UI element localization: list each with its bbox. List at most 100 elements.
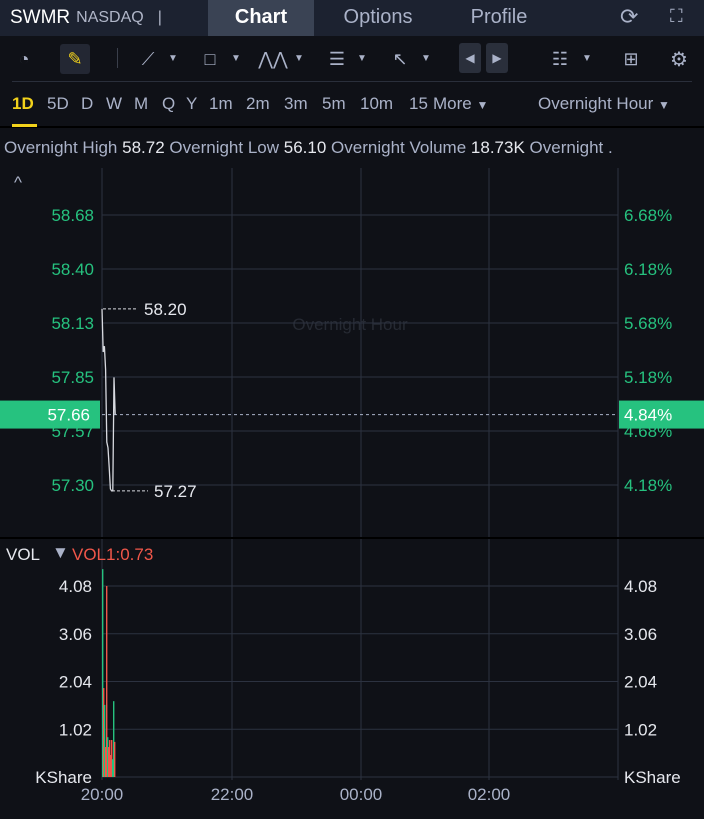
divider [12,81,692,82]
chevron-down-icon[interactable]: ▼ [357,53,367,64]
period-W[interactable]: W [106,94,123,113]
period-bar: 1D 5D D W M Q Y 1m 2m 3m 5m 10m 15 More ▼ Overnight Ho… [0,82,704,128]
text-tool-icon[interactable]: ☰ [328,48,346,69]
current-price: 57.66 [47,406,90,425]
price-tick: 57.30 [51,476,94,495]
percent-tick: 4.18% [624,476,672,495]
period-5m[interactable]: 5m [322,94,346,113]
price-tick: 58.40 [51,260,94,279]
price-tick: 57.85 [51,368,94,387]
current-pct: 4.84% [624,406,672,425]
volume-tick: 3.06 [59,625,92,644]
symbol: SWMR [10,7,71,28]
percent-tick: 6.18% [624,260,672,279]
volume-tick-right: 4.08 [624,577,657,596]
volume-bar [107,737,109,777]
volume-tick-right: 2.04 [624,673,657,692]
volume-tick: 4.08 [59,577,92,596]
chevron-down-icon[interactable]: ▼ [582,53,592,64]
active-period-indicator [12,124,37,127]
price-tick: 58.68 [51,206,94,225]
watermark: Overnight Hour [292,315,408,334]
time-tick: 20:00 [81,785,124,804]
divider [117,48,118,68]
tab-chart[interactable]: Chart [208,0,314,36]
separator: | [157,9,162,26]
volume-tick: 2.04 [59,673,92,692]
time-tick: 02:00 [468,785,511,804]
percent-tick: 5.68% [624,314,672,333]
time-tick: 22:00 [211,785,254,804]
gauge-icon[interactable]: ◔ [18,48,30,69]
period-Q[interactable]: Q [162,94,176,113]
volume-tick-right: 3.06 [624,625,657,644]
volume-title: VOL [6,545,40,564]
chevron-down-icon[interactable]: ▼ [168,53,178,64]
chevron-down-icon[interactable]: ▼ [421,53,431,64]
line-tool-icon[interactable]: ⟋ [141,48,155,69]
indicator-list-icon[interactable]: ☷ [551,48,569,69]
pattern-tool-icon[interactable]: ⋀⋀ [258,48,288,69]
volume-bar [106,586,108,777]
chevron-down-icon: ▼ [476,98,489,112]
exchange: NASDAQ [76,9,144,26]
scroll-left-icon[interactable]: ◀ [459,43,481,73]
volume-bar [110,754,112,777]
session-dropdown[interactable]: Overnight Hour ▼ [538,94,670,114]
volume-bar [113,701,115,777]
overnight-stats: Overnight High 58.72 Overnight Low 56.10… [4,138,613,158]
price-tick: 58.13 [51,314,94,333]
period-10m[interactable]: 10m [360,94,394,113]
draw-pencil-icon[interactable]: ✎ [60,44,90,74]
period-1D[interactable]: 1D [12,94,34,113]
volume-bar [108,747,110,777]
arrow-tool-icon[interactable]: ↖ [392,48,408,69]
high-label: Overnight High [4,138,118,157]
volume-tick: 1.02 [59,720,92,739]
refresh-icon[interactable]: ⟳ [620,4,639,29]
volume-bar [104,704,106,777]
tab-profile[interactable]: Profile [470,6,528,28]
chevron-down-icon: ▼ [658,98,670,112]
volume-bar [102,569,104,777]
scroll-right-icon[interactable]: ▶ [486,43,508,73]
period-D[interactable]: D [81,94,94,113]
volume-bar [105,747,107,777]
period-2m[interactable]: 2m [246,94,270,113]
period-3m[interactable]: 3m [284,94,308,113]
volume-bar [103,688,105,777]
price-line [101,308,116,492]
more-periods-dropdown[interactable]: More ▼ [433,94,488,114]
volume-label: Overnight Volume [331,138,467,157]
layout-grid-icon[interactable]: ⊞ [623,48,639,69]
settings-gear-icon[interactable]: ⚙ [670,48,688,71]
low-marker: 57.27 [154,482,197,501]
volume-bar [111,740,113,777]
period-5D[interactable]: 5D [47,94,69,113]
fullscreen-icon[interactable]: ⛶ [670,6,683,26]
rectangle-tool-icon[interactable]: □ [204,48,216,69]
volume-value: 18.73K [470,138,525,157]
volume-indicator: VOL1:0.73 [72,545,153,564]
collapse-icon: ^ [14,173,22,192]
volume-unit: KShare [35,768,92,787]
session-label: Overnight Hour [538,94,654,113]
chevron-down-icon[interactable]: ▼ [294,53,304,64]
low-value: 56.10 [283,138,327,157]
period-15[interactable]: 15 [409,94,428,113]
period-Y[interactable]: Y [186,94,198,113]
chevron-down-icon[interactable]: ▼ [231,53,241,64]
high-value: 58.72 [122,138,165,157]
volume-bar [109,740,111,777]
volume-bar [112,759,114,777]
more-label: More [433,94,472,113]
low-label: Overnight Low [169,138,280,157]
percent-tick: 5.18% [624,368,672,387]
volume-unit-right: KShare [624,768,681,787]
high-marker: 58.20 [144,300,187,319]
tab-options[interactable]: Options [343,6,413,28]
period-M[interactable]: M [134,94,149,113]
period-1m[interactable]: 1m [209,94,233,113]
more-stats-label: Overnight . [529,138,613,157]
